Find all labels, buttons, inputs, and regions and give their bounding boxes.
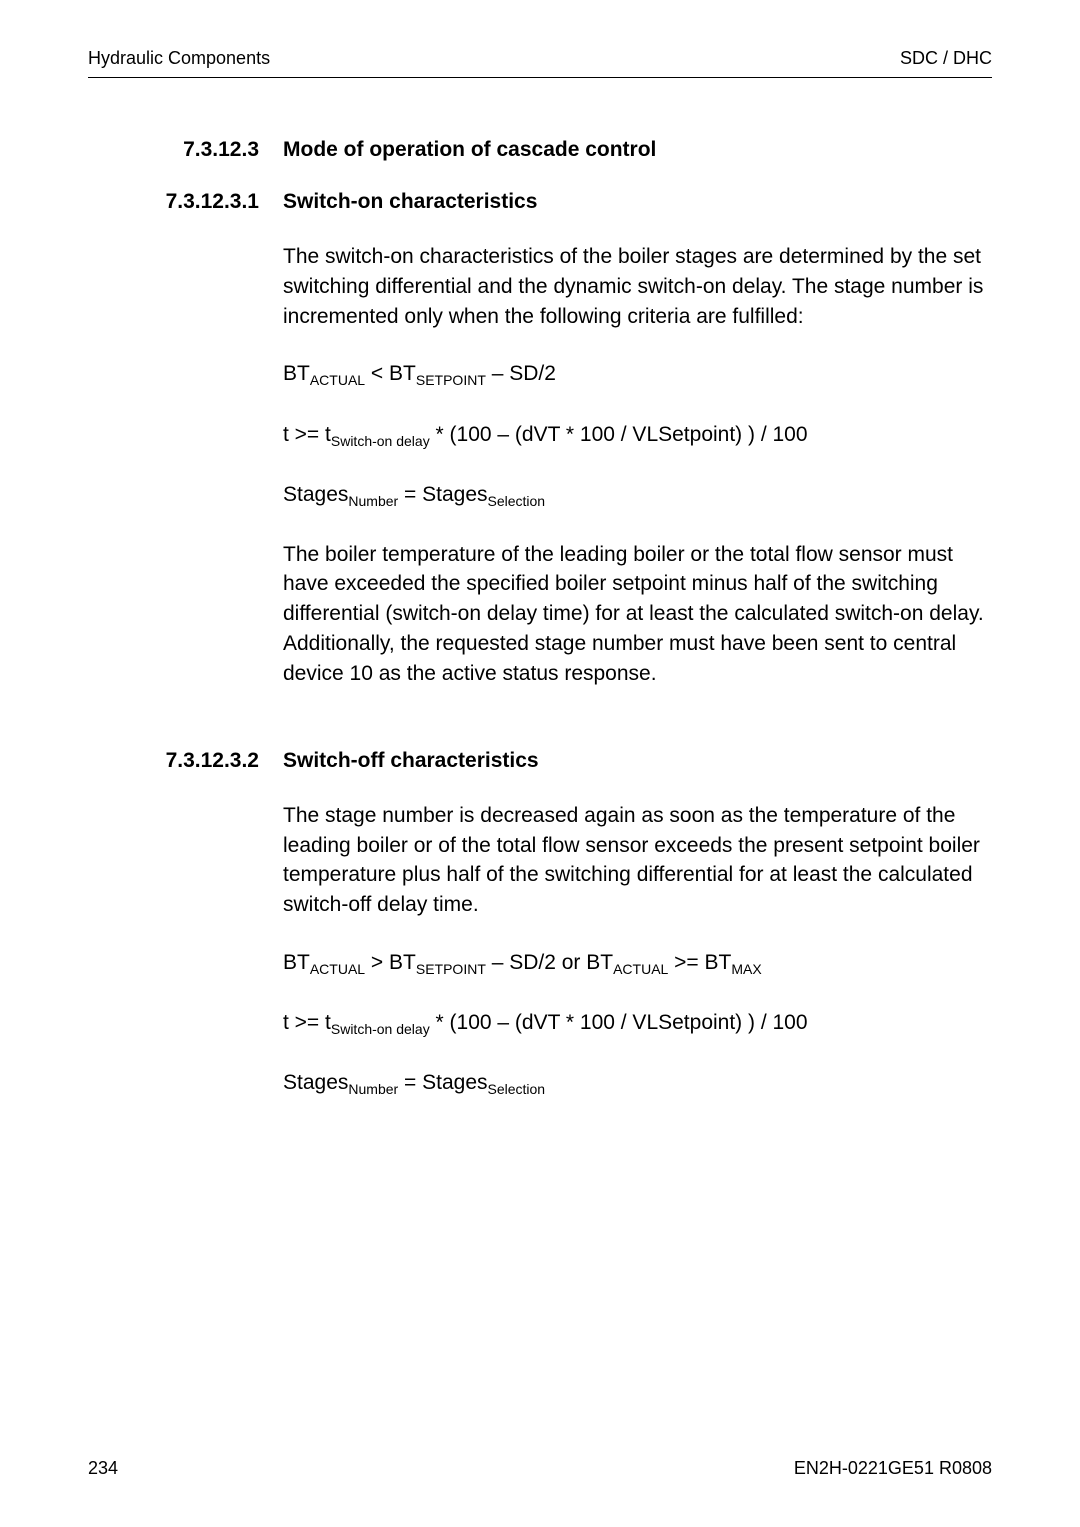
f1-sub2: SETPOINT xyxy=(416,373,486,389)
f6-sub2: Selection xyxy=(488,1081,546,1097)
f6-pre: Stages xyxy=(283,1071,348,1094)
footer-doc-id: EN2H-0221GE51 R0808 xyxy=(794,1458,992,1479)
header-right: SDC / DHC xyxy=(900,48,992,69)
formula-5: t >= tSwitch-on delay * (100 – (dVT * 10… xyxy=(283,1008,992,1040)
f5-sub: Switch-on delay xyxy=(331,1021,430,1037)
section-number-3: 7.3.12.3.2 xyxy=(88,749,283,773)
f1-post1: – SD/2 xyxy=(486,362,556,385)
f3-sub1: Number xyxy=(348,493,398,509)
f6-sub1: Number xyxy=(348,1081,398,1097)
f4-s1: ACTUAL xyxy=(310,961,365,977)
f4-p3: – SD/2 or BT xyxy=(486,951,613,974)
f6-mid: = Stages xyxy=(398,1071,487,1094)
formula-4: BTACTUAL > BTSETPOINT – SD/2 or BTACTUAL… xyxy=(283,948,992,980)
paragraph-2: The boiler temperature of the leading bo… xyxy=(283,540,992,689)
section-title-2: Switch-on characteristics xyxy=(283,190,537,214)
f3-sub2: Selection xyxy=(488,493,546,509)
f1-sub1: ACTUAL xyxy=(310,373,365,389)
f1-mid1: < BT xyxy=(365,362,416,385)
f4-p2: > BT xyxy=(365,951,416,974)
section-number-1: 7.3.12.3 xyxy=(88,138,283,162)
paragraph-3: The stage number is decreased again as s… xyxy=(283,801,992,920)
f4-s4: MAX xyxy=(731,961,761,977)
f4-s2: SETPOINT xyxy=(416,961,486,977)
formula-1: BTACTUAL < BTSETPOINT – SD/2 xyxy=(283,359,992,391)
f1-pre1: BT xyxy=(283,362,310,385)
f4-s3: ACTUAL xyxy=(613,961,668,977)
paragraph-1: The switch-on characteristics of the boi… xyxy=(283,242,992,331)
f4-p4: >= BT xyxy=(668,951,731,974)
f5-pre: t >= t xyxy=(283,1011,331,1034)
f5-post: * (100 – (dVT * 100 / VLSetpoint) ) / 10… xyxy=(430,1011,808,1034)
section-title-3: Switch-off characteristics xyxy=(283,749,539,773)
header-left: Hydraulic Components xyxy=(88,48,270,69)
formula-2: t >= tSwitch-on delay * (100 – (dVT * 10… xyxy=(283,420,992,452)
f2-post: * (100 – (dVT * 100 / VLSetpoint) ) / 10… xyxy=(430,423,808,446)
f2-pre: t >= t xyxy=(283,423,331,446)
f4-p1: BT xyxy=(283,951,310,974)
formula-3: StagesNumber = StagesSelection xyxy=(283,480,992,512)
formula-6: StagesNumber = StagesSelection xyxy=(283,1068,992,1100)
section-number-2: 7.3.12.3.1 xyxy=(88,190,283,214)
f3-pre: Stages xyxy=(283,483,348,506)
section-title-1: Mode of operation of cascade control xyxy=(283,138,656,162)
f2-sub: Switch-on delay xyxy=(331,433,430,449)
footer-page-number: 234 xyxy=(88,1458,118,1479)
f3-mid: = Stages xyxy=(398,483,487,506)
